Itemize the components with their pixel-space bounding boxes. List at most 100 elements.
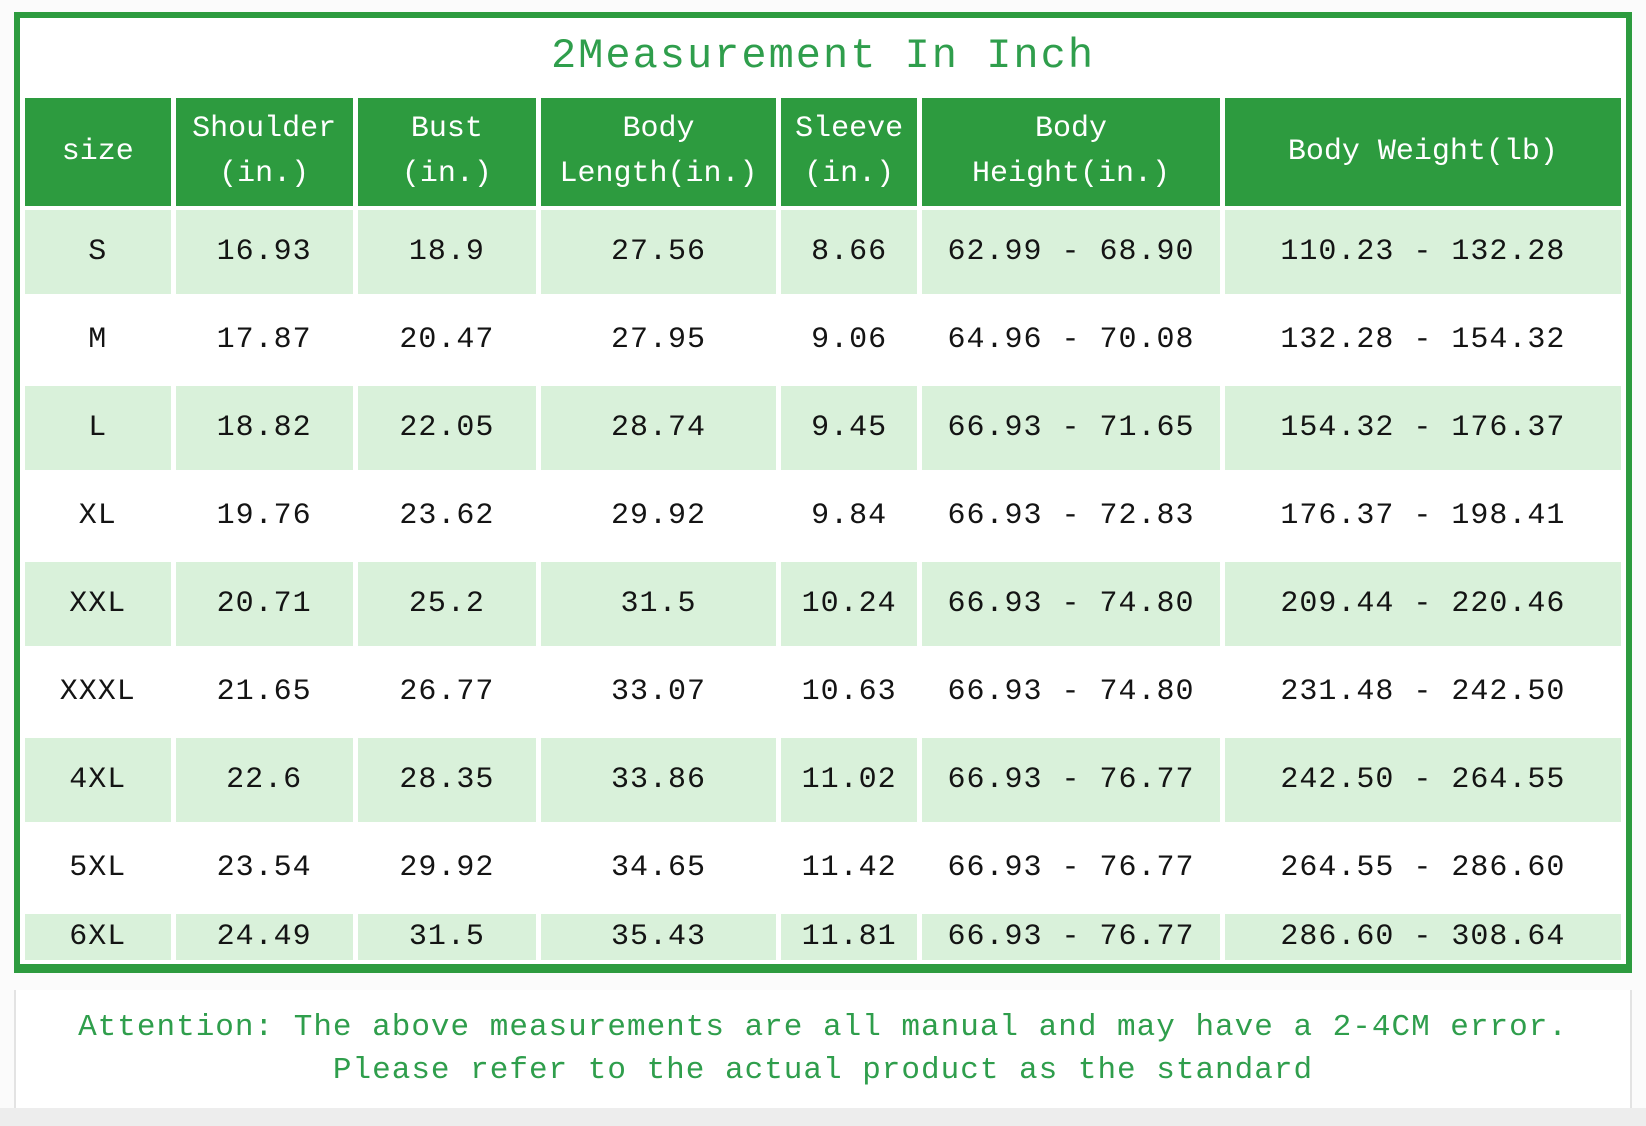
size-cell: 4XL <box>25 738 171 822</box>
table-cell: 22.6 <box>175 738 353 822</box>
table-cell: 62.99 - 68.90 <box>922 210 1220 294</box>
table-cell: 66.93 - 76.77 <box>922 914 1220 960</box>
table-cell: 33.07 <box>541 650 776 734</box>
table-cell: 21.65 <box>175 650 353 734</box>
size-table-body: S 16.93 18.9 27.56 8.66 62.99 - 68.90 110.23 -… <box>25 210 1621 960</box>
header-cell: size <box>25 98 171 206</box>
table-cell: 19.76 <box>175 474 353 558</box>
table-row: XXXL 21.65 26.77 33.07 10.63 66.93 - 74.80 231… <box>25 650 1621 734</box>
table-row: XXL 20.71 25.2 31.5 10.24 66.93 - 74.80 209.44… <box>25 562 1621 646</box>
table-cell: 31.5 <box>541 562 776 646</box>
header-cell-line: (in.) <box>219 157 310 191</box>
header-cell: Sleeve (in.) <box>780 98 918 206</box>
header-cell-line: Bust <box>410 112 483 146</box>
table-cell: 9.84 <box>780 474 918 558</box>
table-cell: 31.5 <box>357 914 537 960</box>
table-row: XL 19.76 23.62 29.92 9.84 66.93 - 72.83 176.37… <box>25 474 1621 558</box>
table-cell: 11.42 <box>780 826 918 910</box>
size-cell: XXL <box>25 562 171 646</box>
size-cell: 5XL <box>25 826 171 910</box>
table-cell: 17.87 <box>175 298 353 382</box>
size-cell: 6XL <box>25 914 171 960</box>
attention-note: Attention: The above measurements are al… <box>14 990 1632 1108</box>
table-cell: 20.71 <box>175 562 353 646</box>
table-cell: 10.63 <box>780 650 918 734</box>
table-cell: 23.62 <box>357 474 537 558</box>
table-cell: 18.9 <box>357 210 537 294</box>
table-row: L 18.82 22.05 28.74 9.45 66.93 - 71.65 154.32 … <box>25 386 1621 470</box>
table-cell: 11.02 <box>780 738 918 822</box>
header-cell-line: (in.) <box>401 157 492 191</box>
header-cell-line: Shoulder <box>192 112 337 146</box>
table-cell: 9.45 <box>780 386 918 470</box>
table-cell: 176.37 - 198.41 <box>1224 474 1621 558</box>
table-cell: 18.82 <box>175 386 353 470</box>
table-cell: 8.66 <box>780 210 918 294</box>
table-cell: 27.56 <box>541 210 776 294</box>
size-cell: M <box>25 298 171 382</box>
table-cell: 286.60 - 308.64 <box>1224 914 1621 960</box>
header-cell-line: Length(in.) <box>559 157 758 191</box>
table-cell: 23.54 <box>175 826 353 910</box>
table-cell: 66.93 - 72.83 <box>922 474 1220 558</box>
table-row: M 17.87 20.47 27.95 9.06 64.96 - 70.08 132.28 … <box>25 298 1621 382</box>
attention-line-1: Attention: The above measurements are al… <box>78 1010 1568 1045</box>
table-cell: 231.48 - 242.50 <box>1224 650 1621 734</box>
table-row: S 16.93 18.9 27.56 8.66 62.99 - 68.90 110.23 -… <box>25 210 1621 294</box>
header-cell: Bust (in.) <box>357 98 537 206</box>
size-cell: S <box>25 210 171 294</box>
table-cell: 66.93 - 74.80 <box>922 562 1220 646</box>
table-cell: 110.23 - 132.28 <box>1224 210 1621 294</box>
header-cell-line: Body Weight(lb) <box>1287 134 1558 169</box>
header-cell-line: size <box>61 134 134 169</box>
table-row: 5XL 23.54 29.92 34.65 11.42 66.93 - 76.77 264.… <box>25 826 1621 910</box>
header-cell-line: Sleeve <box>795 112 904 146</box>
table-row: 6XL 24.49 31.5 35.43 11.81 66.93 - 76.77 286.6… <box>25 914 1621 960</box>
table-cell: 20.47 <box>357 298 537 382</box>
header-cell-line: Body <box>622 112 695 146</box>
table-cell: 34.65 <box>541 826 776 910</box>
table-cell: 28.35 <box>357 738 537 822</box>
table-cell: 24.49 <box>175 914 353 960</box>
table-cell: 64.96 - 70.08 <box>922 298 1220 382</box>
table-row: 4XL 22.6 28.35 33.86 11.02 66.93 - 76.77 242.5… <box>25 738 1621 822</box>
header-row: size Shoulder (in.) Bust (in.) Body Length(in.… <box>25 98 1621 206</box>
table-cell: 154.32 - 176.37 <box>1224 386 1621 470</box>
header-cell-line: (in.) <box>804 157 895 191</box>
header-cell: Shoulder (in.) <box>175 98 353 206</box>
page-title: 2Measurement In Inch <box>550 32 1096 80</box>
table-cell: 66.93 - 76.77 <box>922 826 1220 910</box>
table-cell: 11.81 <box>780 914 918 960</box>
table-cell: 9.06 <box>780 298 918 382</box>
size-table-header: size Shoulder (in.) Bust (in.) Body Length(in.… <box>25 98 1621 206</box>
size-table: size Shoulder (in.) Bust (in.) Body Length(in.… <box>20 94 1626 964</box>
bottom-strip <box>0 1108 1646 1126</box>
table-cell: 25.2 <box>357 562 537 646</box>
table-cell: 66.93 - 76.77 <box>922 738 1220 822</box>
header-cell: Body Height(in.) <box>922 98 1220 206</box>
table-cell: 242.50 - 264.55 <box>1224 738 1621 822</box>
table-cell: 10.24 <box>780 562 918 646</box>
table-cell: 66.93 - 74.80 <box>922 650 1220 734</box>
table-cell: 33.86 <box>541 738 776 822</box>
header-cell: Body Length(in.) <box>541 98 776 206</box>
size-cell: XL <box>25 474 171 558</box>
header-cell-line: Body <box>1034 112 1107 146</box>
table-cell: 66.93 - 71.65 <box>922 386 1220 470</box>
table-cell: 35.43 <box>541 914 776 960</box>
size-chart-frame: 2Measurement In Inch size Shoulder (in.) Bu… <box>14 12 1632 973</box>
attention-line-2: Please refer to the actual product as th… <box>332 1053 1314 1088</box>
size-cell: XXXL <box>25 650 171 734</box>
table-cell: 264.55 - 286.60 <box>1224 826 1621 910</box>
size-cell: L <box>25 386 171 470</box>
table-cell: 29.92 <box>541 474 776 558</box>
header-cell-line: Height(in.) <box>971 157 1170 191</box>
table-cell: 132.28 - 154.32 <box>1224 298 1621 382</box>
table-cell: 28.74 <box>541 386 776 470</box>
header-cell: Body Weight(lb) <box>1224 98 1621 206</box>
table-cell: 27.95 <box>541 298 776 382</box>
table-cell: 22.05 <box>357 386 537 470</box>
table-cell: 209.44 - 220.46 <box>1224 562 1621 646</box>
table-cell: 16.93 <box>175 210 353 294</box>
